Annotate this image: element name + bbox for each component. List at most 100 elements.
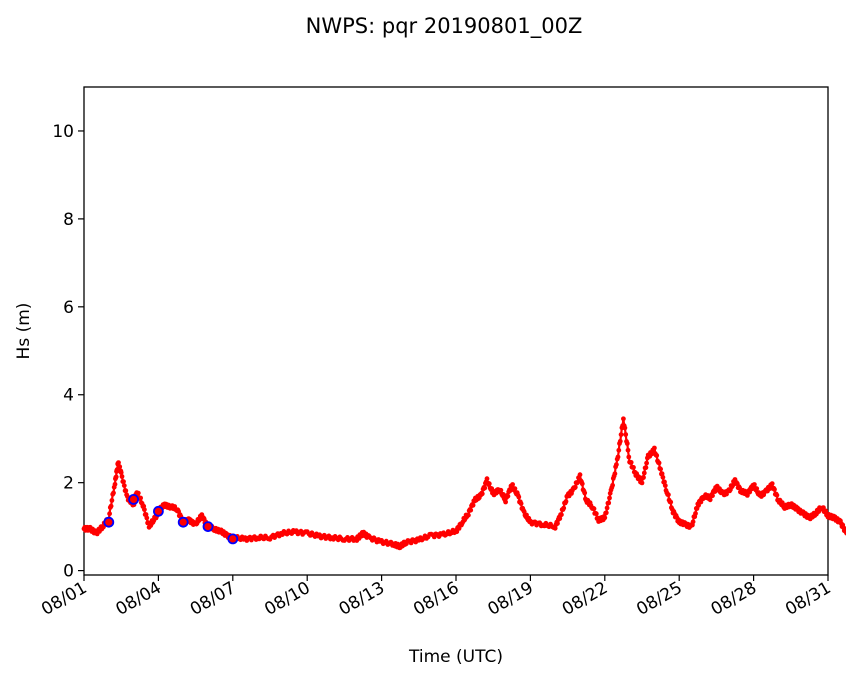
y-tick-label: 6 [63, 298, 74, 318]
model-point [607, 495, 612, 501]
model-point [612, 471, 618, 477]
model-point [489, 486, 495, 491]
model-point [615, 454, 621, 460]
model-point [656, 460, 662, 466]
y-tick-label: 2 [63, 474, 74, 494]
model-point [486, 481, 492, 487]
x-tick-label: 08/25 [633, 578, 685, 620]
model-point [482, 485, 488, 491]
model-point [644, 460, 649, 466]
model-point [690, 519, 696, 525]
model-point [552, 525, 558, 531]
model-point [112, 481, 118, 487]
model-point [135, 490, 141, 496]
model-point [479, 491, 485, 497]
model-point [769, 481, 775, 486]
model-point [772, 487, 777, 492]
model-point [641, 475, 646, 480]
model-point [631, 465, 636, 470]
model-point [693, 511, 698, 516]
y-tick-label: 0 [63, 562, 74, 582]
model-point [118, 470, 124, 475]
model-point [561, 505, 567, 511]
observed-point [202, 521, 214, 532]
x-tick-label: 08/31 [782, 578, 834, 620]
model-point [503, 499, 508, 505]
model-point [555, 521, 560, 526]
observed-point [177, 516, 189, 528]
observed-point [227, 533, 239, 545]
model-point [591, 506, 597, 512]
model-point [626, 454, 632, 460]
model-point [823, 508, 829, 514]
model-point [616, 447, 622, 453]
model-point [142, 507, 147, 512]
y-axis: 0 2 4 6 8 10 [52, 122, 84, 582]
model-point [652, 445, 657, 451]
model-point [123, 488, 129, 494]
model-point [666, 492, 671, 498]
model-point [668, 499, 674, 505]
model-point [510, 482, 515, 487]
model-point [113, 474, 119, 480]
model-point [121, 483, 127, 488]
chart-title: NWPS: pqr 20190801_00Z [306, 14, 583, 39]
model-point [658, 466, 663, 472]
model-point [639, 480, 645, 486]
model-point [498, 487, 504, 493]
x-tick-label: 08/22 [559, 578, 611, 620]
model-point [144, 515, 150, 521]
model-point [628, 460, 634, 465]
model-point [618, 432, 624, 437]
model-point [577, 472, 583, 478]
model-point [138, 495, 144, 501]
y-axis-label: Hs (m) [14, 303, 34, 360]
x-tick-label: 08/04 [112, 578, 164, 620]
model-point [109, 498, 115, 503]
model-point [621, 416, 626, 422]
model-point [484, 476, 490, 482]
y-tick-label: 8 [63, 210, 74, 230]
x-tick-label: 08/19 [484, 578, 536, 620]
model-point [582, 490, 588, 496]
model-point [624, 441, 630, 446]
model-point [121, 479, 126, 484]
model-point [754, 486, 760, 491]
observed-point [152, 505, 164, 517]
model-point [774, 492, 780, 498]
x-tick-label: 08/01 [38, 578, 90, 620]
x-axis-label: Time (UTC) [408, 647, 503, 667]
model-point [610, 482, 615, 488]
model-point [606, 500, 612, 506]
model-point [660, 474, 666, 480]
model-point [572, 484, 578, 490]
model-point [516, 494, 522, 500]
model-point [752, 482, 757, 487]
model-point [654, 453, 660, 458]
model-point [617, 438, 623, 444]
model-point [641, 470, 647, 476]
x-tick-label: 08/13 [336, 578, 388, 620]
y-tick-label: 4 [63, 386, 74, 406]
model-point [579, 481, 585, 487]
model-point [108, 503, 114, 509]
model-point [466, 512, 471, 518]
model-point [662, 483, 668, 488]
model-point [710, 493, 715, 499]
model-point [470, 502, 476, 508]
x-tick-label: 08/16 [410, 578, 462, 620]
observed-point [103, 516, 115, 528]
model-point [602, 515, 608, 521]
model-point [643, 465, 649, 470]
model-point [593, 511, 599, 517]
model-point [563, 499, 569, 504]
model-point [111, 490, 116, 496]
x-tick-label: 08/07 [187, 578, 239, 620]
plot-area [81, 416, 846, 551]
x-axis: 08/01 08/04 08/07 08/10 08/13 08/16 08/19 08/22… [38, 575, 835, 620]
model-point [107, 511, 112, 517]
model-point [625, 447, 631, 453]
model-point [116, 460, 121, 465]
model-point [468, 507, 474, 513]
